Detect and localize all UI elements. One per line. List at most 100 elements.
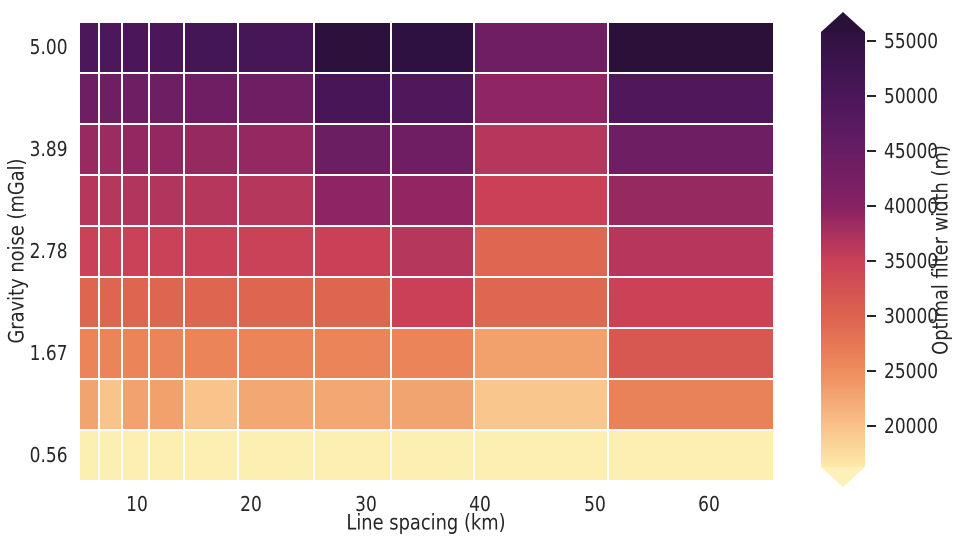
colorbar-tick-mark [867,149,876,152]
colorbar-tick-mark [867,425,876,428]
heatmap-cell [80,73,98,123]
heatmap-cell [150,175,183,225]
heatmap-cell [475,379,607,429]
heatmap-cell [150,430,183,480]
colorbar-tick-mark [867,39,876,42]
heatmap-cell [239,73,313,123]
heatmap-cell [392,430,474,480]
heatmap-cell [315,175,390,225]
heatmap-cell [609,226,774,276]
heatmap-cell [475,277,607,327]
heatmap-cell [150,328,183,378]
heatmap-cell [392,175,474,225]
heatmap-cell [609,277,774,327]
colorbar-tick-label: 35000 [884,249,939,274]
heatmap-cell [185,73,237,123]
heatmap-cell [392,226,474,276]
heatmap-cell [315,226,390,276]
heatmap-cell [239,379,313,429]
heatmap-cell [185,379,237,429]
heatmap-cell [100,22,121,72]
heatmap-cell [150,124,183,174]
heatmap-cell [80,328,98,378]
heatmap-cell [392,328,474,378]
x-tick-label: 60 [698,492,720,516]
heatmap-cell [475,430,607,480]
heatmap-cell [123,430,148,480]
y-axis-label: Gravity noise (mGal) [4,158,29,344]
heatmap-cell [475,175,607,225]
heatmap-cell [185,277,237,327]
heatmap-cell [609,430,774,480]
heatmap-cell [392,379,474,429]
heatmap-cell [185,430,237,480]
heatmap-cell [100,124,121,174]
heatmap-cell [100,175,121,225]
heatmap-cell [100,277,121,327]
heatmap-cell [80,226,98,276]
colorbar-extend-top-arrow [821,12,865,32]
colorbar-tick-label: 55000 [884,28,939,53]
heatmap-cell [123,226,148,276]
heatmap-cell [392,277,474,327]
heatmap-cell [609,124,774,174]
heatmap-cell [185,124,237,174]
heatmap-cell [80,175,98,225]
heatmap-cell [239,175,313,225]
heatmap-cell [475,328,607,378]
heatmap-cell [185,328,237,378]
heatmap-cell [185,175,237,225]
heatmap-cell [80,430,98,480]
heatmap-cell [80,22,98,72]
heatmap-cell [150,379,183,429]
colorbar-tick-label: 30000 [884,304,939,329]
heatmap-cell [123,124,148,174]
colorbar-gradient [821,32,865,467]
y-tick-label: 0.56 [30,443,68,467]
heatmap-cell [315,73,390,123]
heatmap-cell [475,124,607,174]
x-axis-label: Line spacing (km) [346,510,506,535]
heatmap-cell [239,22,313,72]
colorbar-extend-bottom-arrow [821,467,865,487]
heatmap-cell [609,328,774,378]
x-tick-label: 30 [354,492,377,516]
heatmap-cell [80,277,98,327]
heatmap-cell [609,175,774,225]
heatmap-cell [185,22,237,72]
heatmap-cell [150,277,183,327]
heatmap-cell [239,328,313,378]
y-tick-label: 2.78 [30,239,68,263]
heatmap-cell [392,22,474,72]
heatmap-cell [100,226,121,276]
heatmap-cell [123,22,148,72]
heatmap-cell [475,73,607,123]
colorbar-label: Optimal filter width (m) [928,145,953,355]
colorbar-tick-label: 40000 [884,194,939,218]
heatmap-cell [123,379,148,429]
heatmap-cell [123,73,148,123]
heatmap-cell [100,430,121,480]
x-tick-label: 20 [240,492,263,516]
colorbar-tick-label: 50000 [884,83,939,108]
heatmap-cell [239,277,313,327]
heatmap-cell [315,430,390,480]
heatmap-cell [239,226,313,276]
colorbar-tick-mark [867,260,876,263]
heatmap-cell [475,226,607,276]
y-tick-label: 1.67 [30,341,68,365]
heatmap-cell [315,22,390,72]
heatmap-cell [609,73,774,123]
heatmap-cell [239,124,313,174]
heatmap-cell [150,22,183,72]
heatmap-cell [100,328,121,378]
heatmap-cell [315,379,390,429]
colorbar-tick-label: 45000 [884,138,939,163]
heatmap-cell [239,430,313,480]
heatmap-cell [475,22,607,72]
heatmap-cell [609,379,774,429]
heatmap-cell [80,124,98,174]
heatmap-cell [100,379,121,429]
heatmap-cell [315,277,390,327]
